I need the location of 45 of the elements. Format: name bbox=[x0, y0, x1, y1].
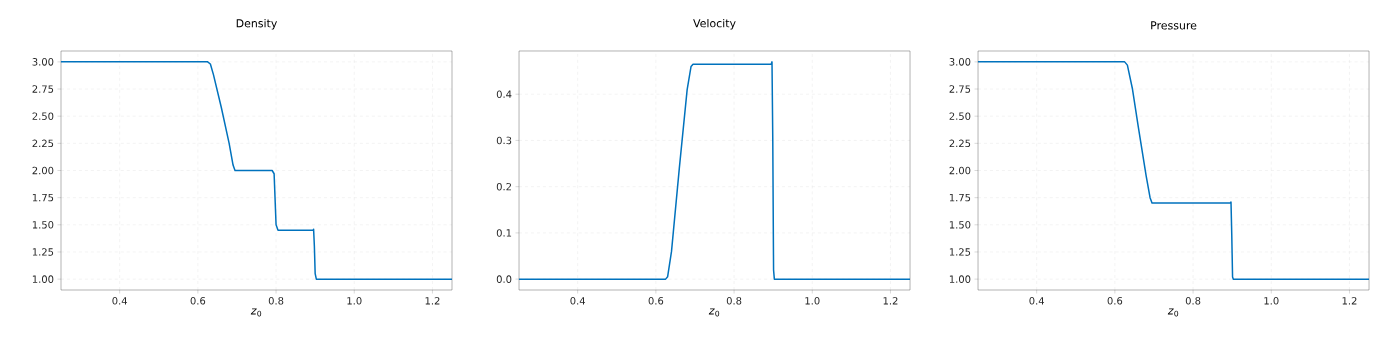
x-tick-label: 1.0 bbox=[347, 297, 362, 305]
y-tick-label: 3.00 bbox=[32, 58, 54, 66]
x-axis-title: z$_{0}$ bbox=[708, 308, 720, 317]
y-tick-label: 1.25 bbox=[32, 248, 54, 256]
x-tick-label: 0.4 bbox=[1029, 297, 1045, 305]
y-tick-label: 0.0 bbox=[496, 275, 512, 283]
y-tick-label: 0.2 bbox=[496, 182, 511, 191]
y-tick-label: 2.00 bbox=[949, 166, 971, 175]
y-tick-label: 2.75 bbox=[32, 85, 54, 93]
x-tick-label: 0.4 bbox=[112, 297, 128, 305]
y-tick-label: 2.75 bbox=[949, 85, 971, 93]
y-tick-label: 0.4 bbox=[496, 90, 512, 98]
x-tick-label: 0.6 bbox=[190, 297, 206, 305]
y-tick-label: 0.3 bbox=[496, 136, 512, 145]
line-series bbox=[519, 61, 911, 280]
x-axis-title: z$_{0}$ bbox=[1167, 308, 1179, 317]
y-tick-label: 1.00 bbox=[949, 275, 971, 283]
x-tick-label: 0.6 bbox=[648, 297, 664, 305]
y-tick-label: 1.50 bbox=[32, 221, 54, 229]
x-tick-label: 0.8 bbox=[726, 297, 742, 305]
y-tick-label: 0.1 bbox=[496, 229, 512, 237]
y-tick-label: 1.25 bbox=[949, 248, 971, 256]
x-tick-label: 1.2 bbox=[883, 297, 898, 305]
x-axis-title: z$_{0}$ bbox=[250, 308, 262, 317]
chart-title: Velocity bbox=[693, 18, 736, 30]
x-tick-label: 1.2 bbox=[425, 297, 440, 305]
x-tick-label: 0.6 bbox=[1107, 297, 1123, 305]
x-tick-label: 1.2 bbox=[1342, 297, 1357, 305]
y-tick-label: 2.50 bbox=[949, 112, 971, 120]
y-tick-label: 1.00 bbox=[32, 275, 54, 283]
x-tick-label: 1.0 bbox=[805, 297, 820, 305]
y-tick-label: 2.25 bbox=[949, 139, 971, 148]
x-tick-label: 0.4 bbox=[570, 297, 586, 305]
y-tick-label: 2.25 bbox=[32, 139, 54, 148]
x-tick-label: 0.8 bbox=[1185, 297, 1201, 305]
chart-title: Density bbox=[236, 18, 278, 30]
x-tick-label: 0.8 bbox=[268, 297, 284, 305]
y-tick-label: 1.75 bbox=[32, 193, 54, 202]
y-tick-label: 1.50 bbox=[949, 221, 971, 229]
x-tick-label: 1.0 bbox=[1264, 297, 1279, 305]
y-tick-label: 2.00 bbox=[32, 166, 54, 175]
chart-title: Pressure bbox=[1151, 21, 1197, 30]
y-tick-label: 3.00 bbox=[949, 58, 971, 66]
y-tick-label: 2.50 bbox=[32, 112, 54, 120]
y-tick-label: 1.75 bbox=[949, 193, 971, 202]
